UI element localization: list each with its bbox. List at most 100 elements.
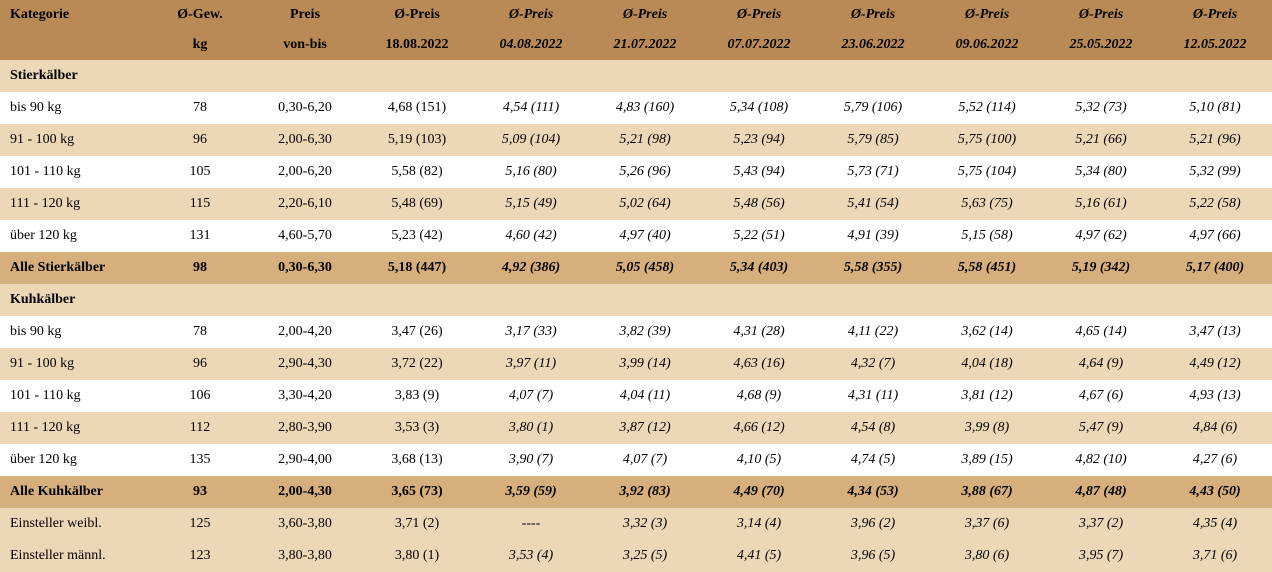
cell-value: 5,58 (82) — [360, 156, 474, 188]
cell-kategorie: Alle Kuhkälber — [0, 476, 150, 508]
cell-value: 3,47 (13) — [1158, 316, 1272, 348]
cell-value: 5,58 (355) — [816, 252, 930, 284]
cell-preis: 3,30-4,20 — [250, 380, 360, 412]
col-sub-7: 23.06.2022 — [816, 30, 930, 60]
cell-gewicht: 106 — [150, 380, 250, 412]
col-sub-10: 12.05.2022 — [1158, 30, 1272, 60]
cell-value: 5,41 (54) — [816, 188, 930, 220]
cell-value: 4,84 (6) — [1158, 412, 1272, 444]
col-date-4: Ø-Preis — [816, 0, 930, 30]
cell-value: 4,82 (10) — [1044, 444, 1158, 476]
cell-value: 5,15 (58) — [930, 220, 1044, 252]
cell-value: 4,32 (7) — [816, 348, 930, 380]
cell-gewicht: 123 — [150, 540, 250, 572]
cell-value: 4,68 (151) — [360, 92, 474, 124]
cell-preis: 0,30-6,20 — [250, 92, 360, 124]
cell-value: 5,19 (342) — [1044, 252, 1158, 284]
cell-value: 5,47 (9) — [1044, 412, 1158, 444]
cell-value: 5,75 (104) — [930, 156, 1044, 188]
cell-value: 4,92 (386) — [474, 252, 588, 284]
cell-preis: 3,80-3,80 — [250, 540, 360, 572]
cell-gewicht: 131 — [150, 220, 250, 252]
cell-value: 3,99 (8) — [930, 412, 1044, 444]
cell-value: 5,17 (400) — [1158, 252, 1272, 284]
cell-value: 3,59 (59) — [474, 476, 588, 508]
cell-gewicht: 112 — [150, 412, 250, 444]
cell-value: 5,32 (73) — [1044, 92, 1158, 124]
cell-value: 4,10 (5) — [702, 444, 816, 476]
cell-value: 5,34 (403) — [702, 252, 816, 284]
table-row: 101 - 110 kg1052,00-6,205,58 (82)5,16 (8… — [0, 156, 1272, 188]
cell-value: 4,60 (42) — [474, 220, 588, 252]
table-row: bis 90 kg782,00-4,203,47 (26)3,17 (33)3,… — [0, 316, 1272, 348]
cell-value: 4,43 (50) — [1158, 476, 1272, 508]
cell-value: 3,37 (6) — [930, 508, 1044, 540]
cell-kategorie: 91 - 100 kg — [0, 124, 150, 156]
table-row: 101 - 110 kg1063,30-4,203,83 (9)4,07 (7)… — [0, 380, 1272, 412]
cell-preis: 2,00-6,30 — [250, 124, 360, 156]
cell-kategorie: bis 90 kg — [0, 92, 150, 124]
cell-value: 4,97 (62) — [1044, 220, 1158, 252]
cell-value: 4,07 (7) — [588, 444, 702, 476]
cell-value: 4,97 (40) — [588, 220, 702, 252]
cell-value: 3,80 (6) — [930, 540, 1044, 572]
cell-value: 4,67 (6) — [1044, 380, 1158, 412]
cell-value: 3,87 (12) — [588, 412, 702, 444]
table-row: Einsteller männl.1233,80-3,803,80 (1)3,5… — [0, 540, 1272, 572]
cell-gewicht: 105 — [150, 156, 250, 188]
cell-value: 3,92 (83) — [588, 476, 702, 508]
cell-gewicht: 78 — [150, 316, 250, 348]
cell-value: 4,65 (14) — [1044, 316, 1158, 348]
col-sub-2: von-bis — [250, 30, 360, 60]
cell-value: 5,26 (96) — [588, 156, 702, 188]
cell-value: 4,54 (111) — [474, 92, 588, 124]
cell-value: 4,97 (66) — [1158, 220, 1272, 252]
cell-value: 5,34 (80) — [1044, 156, 1158, 188]
table-row: 111 - 120 kg1152,20-6,105,48 (69)5,15 (4… — [0, 188, 1272, 220]
cell-value: 4,11 (22) — [816, 316, 930, 348]
col-date-1: Ø-Preis — [474, 0, 588, 30]
cell-value: 5,10 (81) — [1158, 92, 1272, 124]
cell-value: 5,16 (61) — [1044, 188, 1158, 220]
cell-kategorie: Alle Stierkälber — [0, 252, 150, 284]
col-sub-1: kg — [150, 30, 250, 60]
cell-value: ---- — [474, 508, 588, 540]
cell-preis: 2,90-4,00 — [250, 444, 360, 476]
cell-value: 4,91 (39) — [816, 220, 930, 252]
cell-value: 4,34 (53) — [816, 476, 930, 508]
cell-gewicht: 98 — [150, 252, 250, 284]
cell-gewicht: 115 — [150, 188, 250, 220]
total-row: Alle Kuhkälber932,00-4,303,65 (73)3,59 (… — [0, 476, 1272, 508]
cell-preis: 2,20-6,10 — [250, 188, 360, 220]
cell-value: 4,63 (16) — [702, 348, 816, 380]
cell-value: 5,48 (56) — [702, 188, 816, 220]
cell-kategorie: bis 90 kg — [0, 316, 150, 348]
cell-value: 5,79 (85) — [816, 124, 930, 156]
cell-value: 5,48 (69) — [360, 188, 474, 220]
cell-value: 3,68 (13) — [360, 444, 474, 476]
col-date-2: Ø-Preis — [588, 0, 702, 30]
cell-value: 4,93 (13) — [1158, 380, 1272, 412]
cell-value: 5,79 (106) — [816, 92, 930, 124]
cell-value: 5,52 (114) — [930, 92, 1044, 124]
col-sub-6: 07.07.2022 — [702, 30, 816, 60]
cell-preis: 2,90-4,30 — [250, 348, 360, 380]
cell-value: 5,21 (66) — [1044, 124, 1158, 156]
cell-value: 5,32 (99) — [1158, 156, 1272, 188]
cell-value: 5,22 (51) — [702, 220, 816, 252]
cell-gewicht: 135 — [150, 444, 250, 476]
cell-value: 5,21 (96) — [1158, 124, 1272, 156]
cell-value: 4,83 (160) — [588, 92, 702, 124]
col-gewicht: Ø-Gew. — [150, 0, 250, 30]
col-sub-8: 09.06.2022 — [930, 30, 1044, 60]
cell-value: 5,34 (108) — [702, 92, 816, 124]
cell-value: 4,27 (6) — [1158, 444, 1272, 476]
cell-value: 3,95 (7) — [1044, 540, 1158, 572]
cell-value: 3,96 (2) — [816, 508, 930, 540]
cell-value: 3,14 (4) — [702, 508, 816, 540]
cell-value: 3,88 (67) — [930, 476, 1044, 508]
cell-value: 5,63 (75) — [930, 188, 1044, 220]
col-date-3: Ø-Preis — [702, 0, 816, 30]
table-row: 111 - 120 kg1122,80-3,903,53 (3)3,80 (1)… — [0, 412, 1272, 444]
cell-value: 4,49 (70) — [702, 476, 816, 508]
